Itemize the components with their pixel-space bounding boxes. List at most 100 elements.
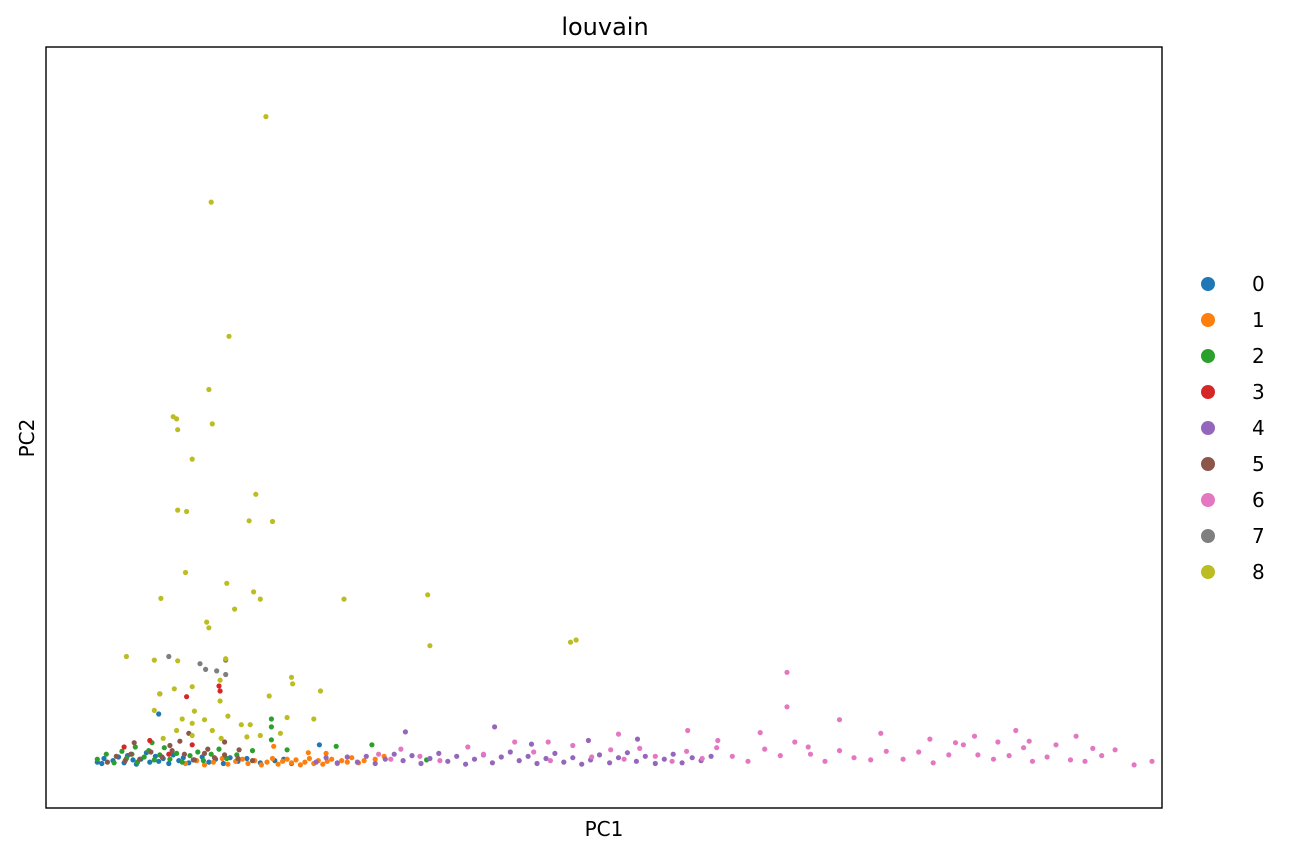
scatter-point-cluster-6 bbox=[480, 751, 487, 757]
scatter-point-cluster-4 bbox=[642, 753, 648, 759]
legend-label: 6 bbox=[1252, 488, 1265, 512]
scatter-point-cluster-8 bbox=[224, 580, 230, 586]
scatter-point-cluster-8 bbox=[151, 657, 157, 663]
scatter-point-cluster-5 bbox=[222, 752, 228, 758]
scatter-point-cluster-4 bbox=[507, 749, 513, 755]
scatter-point-cluster-4 bbox=[382, 756, 388, 762]
scatter-point-cluster-8 bbox=[175, 507, 181, 513]
scatter-point-cluster-6 bbox=[745, 758, 751, 764]
scatter-point-cluster-1 bbox=[349, 755, 355, 761]
scatter-point-cluster-6 bbox=[792, 739, 798, 745]
scatter-point-cluster-6 bbox=[805, 744, 811, 750]
scatter-point-cluster-2 bbox=[94, 756, 100, 762]
scatter-point-cluster-6 bbox=[545, 739, 551, 745]
legend-item-7: 7 bbox=[1201, 524, 1265, 548]
scatter-point-cluster-8 bbox=[257, 732, 263, 739]
scatter-point-cluster-3 bbox=[189, 742, 195, 748]
scatter-point-cluster-3 bbox=[121, 744, 127, 750]
scatter-point-cluster-2 bbox=[174, 750, 180, 757]
scatter-point-cluster-1 bbox=[269, 755, 276, 762]
scatter-point-cluster-6 bbox=[807, 751, 814, 757]
scatter-point-cluster-4 bbox=[679, 760, 685, 766]
scatter-point-cluster-6 bbox=[589, 754, 595, 760]
scatter-point-cluster-0 bbox=[316, 742, 322, 748]
scatter-point-cluster-2 bbox=[103, 751, 109, 757]
scatter-point-cluster-4 bbox=[615, 755, 622, 761]
scatter-point-cluster-8 bbox=[206, 625, 212, 631]
scatter-point-cluster-6 bbox=[952, 740, 959, 746]
scatter-point-cluster-6 bbox=[971, 733, 978, 739]
scatter-point-cluster-5 bbox=[169, 748, 175, 754]
scatter-point-cluster-6 bbox=[729, 753, 735, 759]
scatter-point-cluster-5 bbox=[128, 751, 134, 757]
legend-item-3: 3 bbox=[1201, 380, 1265, 404]
legend-marker bbox=[1201, 493, 1215, 507]
scatter-point-cluster-2 bbox=[119, 748, 125, 754]
scatter-point-cluster-4 bbox=[436, 750, 442, 757]
scatter-point-cluster-1 bbox=[339, 758, 345, 764]
scatter-point-cluster-0 bbox=[220, 760, 226, 767]
scatter-point-cluster-8 bbox=[425, 592, 431, 598]
chart-title: louvain bbox=[561, 13, 648, 41]
scatter-point-cluster-6 bbox=[927, 736, 933, 742]
scatter-point-cluster-0 bbox=[156, 711, 162, 717]
scatter-point-cluster-6 bbox=[1021, 745, 1027, 751]
scatter-point-cluster-4 bbox=[528, 741, 535, 747]
scatter-point-cluster-2 bbox=[200, 758, 206, 764]
scatter-point-cluster-8 bbox=[232, 606, 238, 612]
legend-label: 4 bbox=[1252, 416, 1265, 440]
scatter-point-cluster-8 bbox=[266, 693, 272, 699]
scatter-point-cluster-1 bbox=[239, 756, 245, 762]
scatter-point-cluster-4 bbox=[585, 737, 592, 744]
scatter-point-cluster-4 bbox=[543, 755, 549, 762]
scatter-point-cluster-1 bbox=[372, 756, 378, 762]
scatter-point-cluster-1 bbox=[323, 750, 329, 757]
scatter-point-cluster-6 bbox=[777, 753, 783, 759]
scatter-point-cluster-4 bbox=[579, 761, 585, 767]
scatter-point-cluster-6 bbox=[916, 749, 922, 755]
plot-frame bbox=[45, 46, 1163, 809]
scatter-point-cluster-6 bbox=[1026, 738, 1032, 744]
scatter-point-cluster-4 bbox=[323, 755, 329, 761]
scatter-point-cluster-2 bbox=[268, 737, 274, 743]
scatter-point-cluster-4 bbox=[409, 753, 415, 759]
legend-marker bbox=[1201, 529, 1215, 543]
scatter-point-cluster-1 bbox=[302, 759, 308, 765]
scatter-point-cluster-2 bbox=[111, 760, 117, 766]
scatter-point-cluster-8 bbox=[160, 735, 166, 742]
scatter-point-cluster-8 bbox=[277, 730, 283, 736]
scatter-point-cluster-6 bbox=[784, 704, 790, 710]
scatter-point-cluster-6 bbox=[1073, 733, 1079, 739]
scatter-point-cluster-4 bbox=[400, 758, 406, 764]
scatter-point-cluster-8 bbox=[427, 643, 433, 649]
scatter-point-cluster-5 bbox=[137, 756, 143, 762]
scatter-point-cluster-6 bbox=[652, 753, 658, 759]
legend-item-0: 0 bbox=[1201, 272, 1265, 296]
legend-marker bbox=[1201, 313, 1215, 327]
scatter-point-cluster-6 bbox=[531, 749, 537, 755]
scatter-point-cluster-8 bbox=[189, 684, 195, 690]
legend-item-5: 5 bbox=[1201, 452, 1265, 476]
scatter-point-cluster-5 bbox=[159, 754, 165, 760]
scatter-point-cluster-4 bbox=[492, 724, 498, 730]
scatter-point-cluster-8 bbox=[123, 653, 129, 660]
scatter-point-cluster-4 bbox=[670, 751, 676, 757]
scatter-point-cluster-6 bbox=[715, 737, 721, 744]
scatter-point-cluster-4 bbox=[489, 760, 495, 766]
scatter-point-cluster-2 bbox=[284, 747, 290, 753]
scatter-point-cluster-5 bbox=[113, 753, 119, 759]
scatter-point-cluster-6 bbox=[822, 758, 828, 764]
scatter-point-cluster-2 bbox=[141, 754, 147, 760]
legend-item-4: 4 bbox=[1201, 416, 1265, 440]
scatter-point-cluster-8 bbox=[179, 716, 185, 722]
scatter-point-cluster-6 bbox=[975, 752, 981, 758]
scatter-point-cluster-6 bbox=[878, 730, 884, 736]
scatter-point-cluster-1 bbox=[271, 743, 277, 749]
legend-marker bbox=[1201, 421, 1215, 435]
legend-marker bbox=[1201, 565, 1215, 579]
scatter-point-cluster-1 bbox=[275, 761, 281, 767]
legend-label: 3 bbox=[1252, 380, 1265, 404]
scatter-point-cluster-6 bbox=[900, 756, 906, 762]
scatter-point-cluster-3 bbox=[147, 737, 153, 744]
scatter-point-cluster-8 bbox=[158, 595, 164, 602]
